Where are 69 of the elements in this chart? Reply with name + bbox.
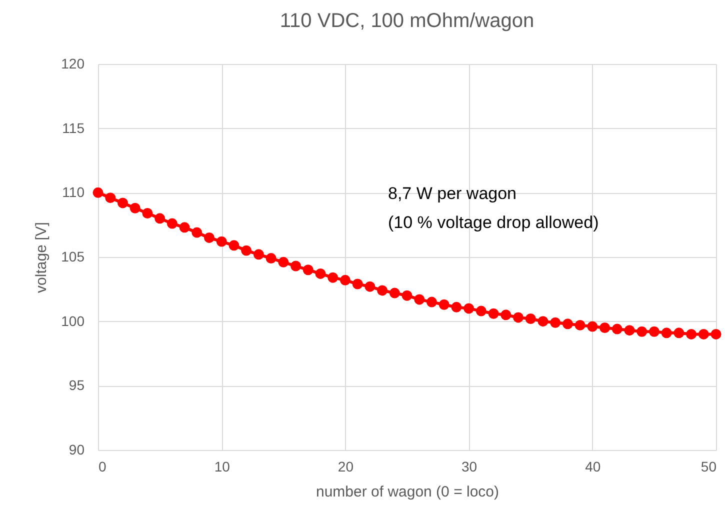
x-tick-label: 40 [585,458,601,474]
point [130,202,140,214]
y-axis-title: voltage [V] [33,222,50,293]
point [228,240,240,251]
point [253,249,264,260]
point [674,328,684,338]
point [698,328,709,340]
chart-title: 110 VDC, 100 mOhm/wagon [280,10,534,32]
point [648,326,660,337]
x-tick-label: 10 [214,458,230,474]
point [402,290,412,301]
point [352,278,363,290]
point [464,303,474,314]
point [204,232,214,243]
annotation: 8,7 W per wagon [388,184,517,203]
point [340,274,350,286]
point [525,314,536,324]
y-tick-label: 105 [61,248,85,264]
point [476,306,486,316]
point [142,208,153,218]
x-tick-label: 20 [338,458,354,474]
point [315,268,326,279]
point [661,328,672,338]
x-tick-label: 30 [462,458,478,474]
point [612,324,622,334]
point [278,256,289,268]
point [166,218,178,229]
point [488,308,499,319]
point [364,281,376,292]
point [389,288,400,298]
y-tick-label: 95 [68,377,85,394]
point [266,253,276,264]
point [302,264,314,276]
x-axis-title: number of wagon (0 = loco) [316,484,500,500]
point [117,198,128,208]
point [574,320,586,330]
point [512,312,524,323]
y-tick-label: 110 [62,184,85,200]
point [686,328,697,340]
point [154,213,166,224]
point [192,227,202,238]
point [290,260,302,272]
y-tick-label: 120 [61,56,85,72]
point [328,272,338,283]
point [562,318,573,330]
annotation: (10 % voltage drop allowed) [388,213,599,232]
y-tick-label: 100 [61,312,85,329]
point [550,317,561,328]
point [105,192,116,204]
point [451,302,462,312]
point [600,322,610,333]
point [92,187,104,198]
point [377,285,388,296]
point [179,222,190,233]
x-tick-label: 0 [98,458,106,474]
x-tick-label: 50 [700,458,717,474]
y-tick-label: 115 [62,120,85,136]
point [587,321,598,332]
point [414,294,425,305]
point [438,299,450,310]
point [241,245,252,256]
point [710,328,722,340]
point [500,310,512,320]
point [538,316,548,327]
point [426,296,437,308]
y-tick-label: 90 [68,442,85,458]
point [216,236,227,247]
point [624,325,635,336]
point [636,326,648,337]
